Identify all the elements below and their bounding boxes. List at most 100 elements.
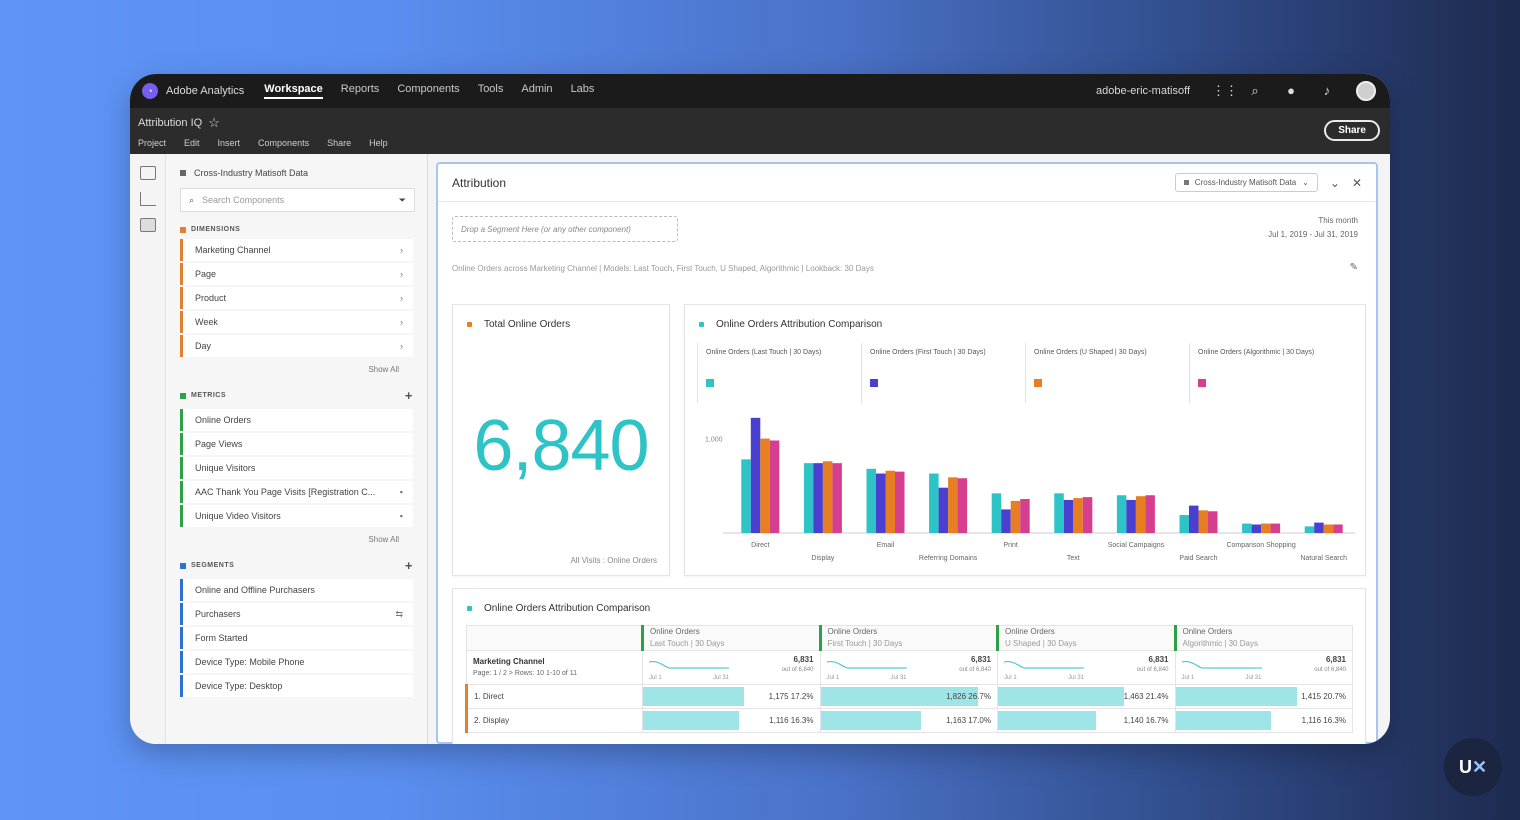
chevron-right-icon[interactable]: › xyxy=(400,317,403,327)
chart-bar[interactable] xyxy=(938,487,949,533)
row-label[interactable]: 2. Display xyxy=(465,708,643,733)
nav-workspace[interactable]: Workspace xyxy=(264,83,323,99)
row-label[interactable]: 1. Direct xyxy=(465,684,643,709)
data-source-select[interactable]: Cross-Industry Matisoft Data ⌄ xyxy=(1174,173,1318,192)
chart-bar[interactable] xyxy=(866,468,877,533)
nav-labs[interactable]: Labs xyxy=(570,83,595,95)
menu-share[interactable]: Share xyxy=(327,138,352,148)
menu-insert[interactable]: Insert xyxy=(217,138,241,148)
collapse-icon[interactable]: ⌄ xyxy=(1329,175,1340,190)
chart-bar[interactable] xyxy=(1116,495,1127,533)
bell-icon[interactable]: ♪ xyxy=(1323,83,1331,98)
chart-bar[interactable] xyxy=(769,440,780,533)
dimension-item[interactable]: Week › xyxy=(180,311,413,333)
add-segment-icon[interactable]: + xyxy=(404,558,413,573)
chart-bar[interactable] xyxy=(1270,523,1281,533)
filter-icon[interactable]: ⏷ xyxy=(398,194,406,205)
chart-bar[interactable] xyxy=(750,417,761,533)
chart-bar[interactable] xyxy=(1073,498,1083,533)
chart-bar[interactable] xyxy=(1010,500,1021,533)
search-components-input[interactable]: ⌕ Search Components ⏷ xyxy=(180,188,415,212)
panels-icon[interactable] xyxy=(139,166,156,180)
menu-help[interactable]: Help xyxy=(369,138,388,148)
share-button[interactable]: Share xyxy=(1324,120,1380,141)
column-header[interactable]: Online Orders U Shaped | 30 Days xyxy=(996,625,1176,651)
segment-item[interactable]: Online and Offline Purchasers xyxy=(180,579,413,601)
chart-bar[interactable] xyxy=(822,461,833,533)
app-grid-icon[interactable]: ⋮⋮ xyxy=(1212,83,1238,98)
chevron-right-icon[interactable]: › xyxy=(400,341,403,351)
menu-edit[interactable]: Edit xyxy=(184,138,200,148)
data-source-label[interactable]: Cross-Industry Matisoft Data xyxy=(194,168,309,178)
project-title[interactable]: Attribution IQ xyxy=(138,117,203,129)
table-row[interactable]: 1. Direct 1,175 17.2% 1,826 26.7% 1,463 … xyxy=(465,684,1353,709)
close-icon[interactable]: ✕ xyxy=(1351,175,1362,190)
chart-bar[interactable] xyxy=(1145,495,1155,533)
metric-item[interactable]: Unique Visitors xyxy=(180,457,413,479)
chart-bar[interactable] xyxy=(1063,499,1074,533)
chart-bar[interactable] xyxy=(1001,509,1011,533)
legend-item[interactable]: Online Orders (U Shaped | 30 Days) xyxy=(1025,343,1189,403)
metric-item[interactable]: Page Views xyxy=(180,433,413,455)
chart-bar[interactable] xyxy=(948,477,958,533)
metric-item[interactable]: AAC Thank You Page Visits [Registration … xyxy=(180,481,413,503)
chart-bar[interactable] xyxy=(1314,522,1324,533)
chevron-right-icon[interactable]: › xyxy=(400,293,403,303)
nav-admin[interactable]: Admin xyxy=(521,83,553,95)
edit-pencil-icon[interactable]: ✎ xyxy=(1349,262,1358,273)
segment-item[interactable]: Device Type: Desktop xyxy=(180,675,413,697)
dimension-header[interactable]: Marketing Channel Page: 1 / 2 > Rows: 10… xyxy=(466,650,643,685)
chart-bar[interactable] xyxy=(895,471,905,533)
date-range-picker[interactable]: This month Jul 1, 2019 - Jul 31, 2019 xyxy=(1268,214,1358,242)
chart-bar[interactable] xyxy=(1135,496,1146,533)
chart-bar[interactable] xyxy=(876,473,886,533)
column-header[interactable]: Online Orders Algorithmic | 30 Days xyxy=(1173,625,1353,651)
dimensions-show-all[interactable]: Show All xyxy=(368,365,399,374)
user-name[interactable]: adobe-eric-matisoff xyxy=(1096,85,1190,97)
segment-drop-zone[interactable]: Drop a Segment Here (or any other compon… xyxy=(452,216,678,242)
segment-item[interactable]: Device Type: Mobile Phone xyxy=(180,651,413,673)
chart-bar[interactable] xyxy=(813,463,823,533)
chart-bar[interactable] xyxy=(1251,524,1262,533)
legend-item[interactable]: Online Orders (Last Touch | 30 Days) xyxy=(697,343,861,403)
chart-bar[interactable] xyxy=(1082,497,1093,533)
chevron-right-icon[interactable]: › xyxy=(400,245,403,255)
menu-components[interactable]: Components xyxy=(258,138,310,148)
metric-item[interactable]: Online Orders xyxy=(180,409,413,431)
chart-bar[interactable] xyxy=(1126,499,1136,533)
visualizations-icon[interactable] xyxy=(139,192,156,206)
chart-bar[interactable] xyxy=(1242,523,1252,533)
dimension-item[interactable]: Day › xyxy=(180,335,413,357)
segment-item[interactable]: Purchasers ⇆ xyxy=(180,603,413,625)
table-pager[interactable]: Page: 1 / 2 > Rows: 10 1-10 of 11 xyxy=(473,669,577,677)
dimension-item[interactable]: Product › xyxy=(180,287,413,309)
avatar[interactable] xyxy=(1356,81,1376,101)
segment-item[interactable]: Form Started xyxy=(180,627,413,649)
table-row[interactable]: 2. Display 1,116 16.3% 1,163 17.0% 1,140… xyxy=(465,708,1353,733)
app-name[interactable]: Adobe Analytics xyxy=(166,85,245,97)
search-icon[interactable]: ⌕ xyxy=(1251,83,1259,98)
menu-project[interactable]: Project xyxy=(138,138,167,148)
chart-bar[interactable] xyxy=(760,438,770,533)
chart-bar[interactable] xyxy=(1323,524,1334,533)
dimension-item[interactable]: Page › xyxy=(180,263,413,285)
dimension-item[interactable]: Marketing Channel › xyxy=(180,239,413,261)
help-icon[interactable]: ● xyxy=(1287,83,1295,98)
chart-bar[interactable] xyxy=(832,463,842,533)
legend-item[interactable]: Online Orders (Algorithmic | 30 Days) xyxy=(1189,343,1353,403)
chart-bar[interactable] xyxy=(1020,499,1030,533)
add-metric-icon[interactable]: + xyxy=(404,388,413,403)
chart-bar[interactable] xyxy=(957,478,968,533)
column-header[interactable]: Online Orders Last Touch | 30 Days xyxy=(641,625,821,651)
panel-title[interactable]: Attribution xyxy=(452,175,507,190)
chart-bar[interactable] xyxy=(1189,505,1199,533)
metrics-show-all[interactable]: Show All xyxy=(368,535,399,544)
metric-item[interactable]: Unique Video Visitors ▪ xyxy=(180,505,413,527)
chart-bar[interactable] xyxy=(1208,511,1218,533)
star-icon[interactable]: ☆ xyxy=(208,115,220,130)
chart-bar[interactable] xyxy=(741,459,751,533)
chart-bar[interactable] xyxy=(929,473,939,533)
chevron-right-icon[interactable]: › xyxy=(400,269,403,279)
chart-bar[interactable] xyxy=(1054,493,1064,533)
legend-item[interactable]: Online Orders (First Touch | 30 Days) xyxy=(861,343,1025,403)
